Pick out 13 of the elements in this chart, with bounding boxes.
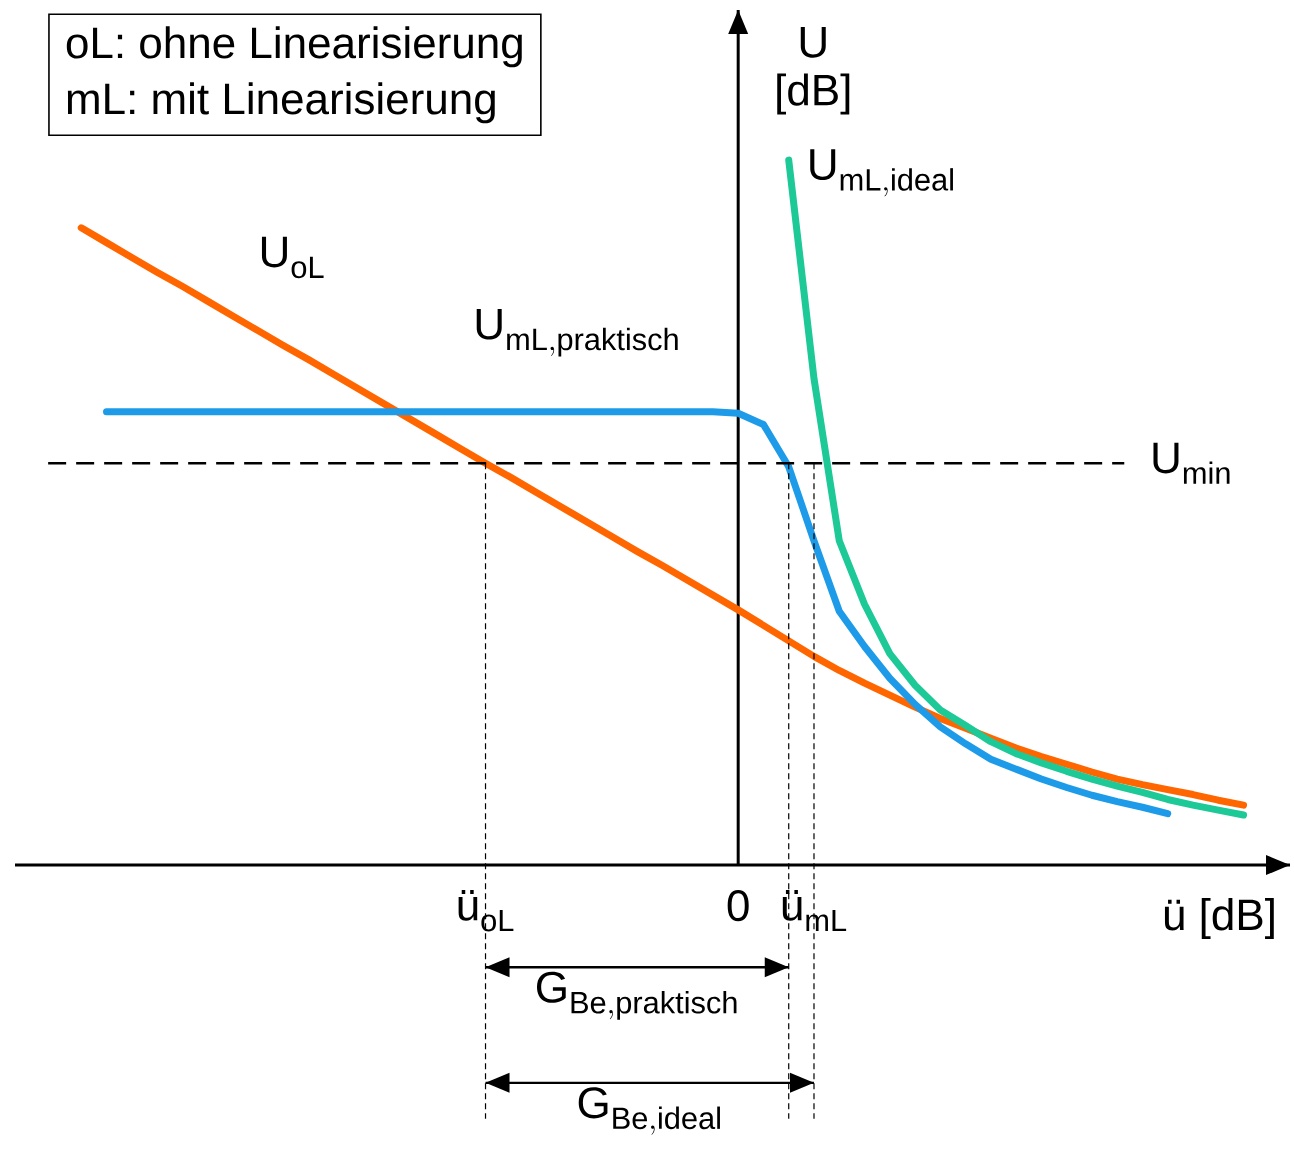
text: $G_{\mathrm{Be,ideal}}$ xyxy=(578,1087,720,1135)
series-label: $U_{\mathrm{mL,ideal}}$ xyxy=(810,149,953,197)
text: mL: mit Linearisierung xyxy=(67,82,495,124)
ref-line-label: $U_{\mathrm{min}}$ xyxy=(1153,442,1230,484)
text: $G_{\mathrm{Be,praktisch}}$ xyxy=(536,971,737,1020)
x-tick-label: 0 xyxy=(727,890,749,922)
x-axis-title: ü [dB] xyxy=(1164,898,1274,940)
text: $U_{\mathrm{mL,praktisch}}$ xyxy=(476,308,678,357)
y-axis-title: U [dB] xyxy=(777,27,850,115)
text: oL: ohne Linearisierung xyxy=(66,26,522,68)
x-tick-label: ü$_{mL}$ xyxy=(782,890,847,932)
x-tick-label: ü$_{oL}$ xyxy=(458,890,514,932)
text: $U_{\mathrm{oL}}$ xyxy=(261,236,324,279)
